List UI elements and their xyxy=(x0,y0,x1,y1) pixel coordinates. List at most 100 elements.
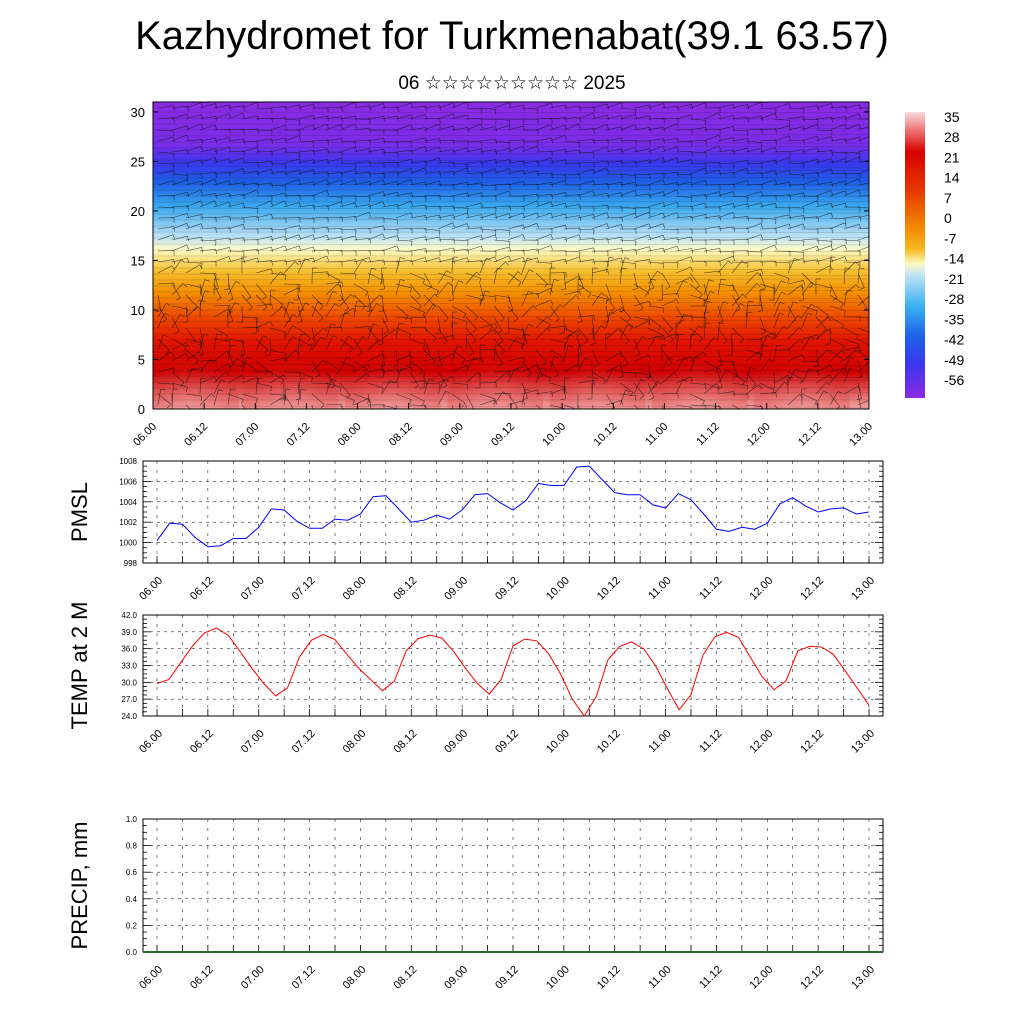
wind-barb xyxy=(493,344,496,362)
y-tick-label: 1004 xyxy=(119,498,137,507)
wind-barb xyxy=(269,357,286,362)
wind-barb xyxy=(661,157,678,164)
wind-barb-flag xyxy=(618,376,624,378)
wind-barb-flag xyxy=(522,397,528,400)
wind-barb-flag xyxy=(662,145,665,151)
wind-barb-flag xyxy=(497,268,503,270)
wind-barb xyxy=(423,105,440,109)
wind-barb xyxy=(311,393,325,405)
wind-barb xyxy=(605,192,622,197)
wind-barb xyxy=(353,105,370,109)
wind-barb-flag xyxy=(262,295,267,300)
wind-barb-flag xyxy=(841,350,846,355)
wind-barb xyxy=(353,195,371,198)
wind-barb-flag xyxy=(859,287,865,290)
wind-barb-flag xyxy=(691,114,694,120)
wind-barb-flag xyxy=(509,213,512,219)
wind-barb xyxy=(353,181,370,186)
wind-barb xyxy=(451,280,460,296)
wind-barb-flag xyxy=(299,170,301,176)
wind-barb xyxy=(619,382,634,393)
wind-barb-flag xyxy=(655,335,661,339)
x-tick-label: 12.00 xyxy=(747,964,775,992)
wind-barb xyxy=(521,222,538,230)
wind-barb xyxy=(423,272,433,288)
wind-barb xyxy=(549,149,566,153)
series-line xyxy=(156,465,870,548)
wind-barb xyxy=(521,364,537,373)
wind-barb xyxy=(787,258,804,263)
wind-barb xyxy=(325,250,343,252)
wind-barb xyxy=(563,256,580,263)
wind-barb xyxy=(199,227,216,230)
wind-barb xyxy=(689,247,706,252)
wind-barb xyxy=(619,261,636,264)
wind-barb-flag xyxy=(634,124,637,130)
wind-barb xyxy=(451,322,453,340)
wind-barb-flag xyxy=(299,225,301,231)
wind-barb-flag xyxy=(344,308,349,312)
wind-barb-flag xyxy=(751,384,757,388)
wind-barb xyxy=(213,215,230,219)
wind-barb xyxy=(227,345,232,362)
wind-barb xyxy=(213,137,230,142)
wind-barb xyxy=(689,283,703,295)
wind-barb-flag xyxy=(167,403,171,409)
wind-barb-flag xyxy=(719,406,721,409)
x-tick-label: 07.12 xyxy=(290,728,318,756)
colorbar-label: -14 xyxy=(944,251,964,267)
wind-barb xyxy=(199,290,206,307)
wind-barb xyxy=(283,194,301,197)
wind-barb xyxy=(759,228,777,230)
wind-barb xyxy=(605,160,622,164)
wind-barb xyxy=(787,280,804,285)
wind-barb xyxy=(437,282,449,296)
wind-barb xyxy=(535,349,547,363)
wind-barb-flag xyxy=(593,247,595,253)
wind-barb-flag xyxy=(298,245,302,251)
wind-barb xyxy=(549,304,561,318)
wind-barb-flag xyxy=(733,104,735,110)
wind-barb-flag xyxy=(548,377,552,383)
wind-barb-flag xyxy=(665,286,671,290)
wind-barb-flag xyxy=(831,136,834,142)
wind-barb xyxy=(297,227,315,230)
wind-barb-flag xyxy=(368,398,371,403)
wind-barb xyxy=(255,236,272,241)
wind-barb xyxy=(283,389,287,406)
wind-barb xyxy=(339,146,356,153)
wind-barb xyxy=(801,283,805,300)
wind-barb xyxy=(745,234,762,241)
wind-barb xyxy=(619,249,636,252)
wind-barb-flag xyxy=(313,150,315,156)
wind-barb-flag xyxy=(564,135,567,141)
y-tick-label: 0.0 xyxy=(126,948,138,957)
wind-barb-flag xyxy=(606,167,609,173)
wind-barb-flag xyxy=(327,227,329,233)
wind-barb-flag xyxy=(453,149,455,155)
wind-barb-flag xyxy=(228,256,231,262)
wind-barb-flag xyxy=(775,160,777,166)
wind-barb xyxy=(241,338,246,355)
wind-barb xyxy=(451,127,468,131)
wind-barb-flag xyxy=(304,258,310,261)
wind-barb xyxy=(311,148,328,153)
wind-barb xyxy=(213,379,222,395)
x-tick-label: 07.00 xyxy=(239,575,267,603)
wind-barb xyxy=(703,279,710,296)
wind-barb-flag xyxy=(626,317,631,322)
wind-barb xyxy=(297,234,314,241)
wind-barb xyxy=(703,226,720,230)
wind-barb-flag xyxy=(845,138,847,144)
wind-barb xyxy=(241,377,258,384)
wind-barb xyxy=(563,404,577,409)
wind-barb xyxy=(521,292,538,296)
wind-barb-flag xyxy=(215,249,217,255)
wind-barb xyxy=(479,184,497,186)
wind-barb-flag xyxy=(215,193,217,199)
wind-barb-flag xyxy=(691,248,693,254)
wind-barb xyxy=(745,268,762,274)
wind-barb-flag xyxy=(173,367,176,373)
wind-barb xyxy=(591,238,608,241)
wind-barb-flag xyxy=(410,200,413,206)
